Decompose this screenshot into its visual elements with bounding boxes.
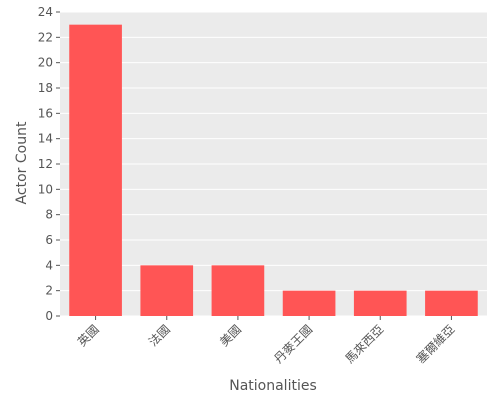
y-tick-label: 4 (45, 258, 53, 272)
x-tick-label: 美國 (217, 322, 244, 349)
x-tick-label: 英國 (75, 322, 102, 349)
y-tick-label: 6 (45, 233, 53, 247)
x-tick-label: 馬來西亞 (343, 322, 387, 366)
bar (211, 265, 265, 316)
x-tick-label: 丹麥王國 (271, 322, 315, 366)
grid-lines (60, 11, 487, 317)
x-axis-ticks: 英國 法國 美國 丹麥王國 馬來西亞 塞爾維亞 (75, 316, 458, 366)
y-tick-label: 2 (45, 284, 53, 298)
y-axis-title: Actor Count (14, 121, 30, 204)
bar (69, 24, 122, 317)
y-tick-label: 10 (38, 182, 53, 196)
y-tick-label: 0 (45, 309, 53, 323)
bar (282, 290, 336, 316)
bars (69, 24, 478, 317)
y-tick-label: 14 (38, 132, 53, 146)
y-tick-label: 8 (45, 208, 53, 222)
y-tick-label: 20 (38, 56, 53, 70)
x-tick-label: 法國 (146, 322, 173, 349)
y-tick-label: 12 (38, 157, 53, 171)
x-tick-label: 塞爾維亞 (413, 322, 458, 367)
y-tick-label: 24 (38, 5, 53, 19)
y-tick-label: 22 (38, 30, 53, 44)
bar (425, 290, 478, 316)
bar (353, 290, 407, 316)
bar (140, 265, 194, 316)
y-tick-label: 16 (38, 106, 53, 120)
y-tick-label: 18 (38, 81, 53, 95)
x-axis-title: Nationalities (229, 378, 317, 394)
